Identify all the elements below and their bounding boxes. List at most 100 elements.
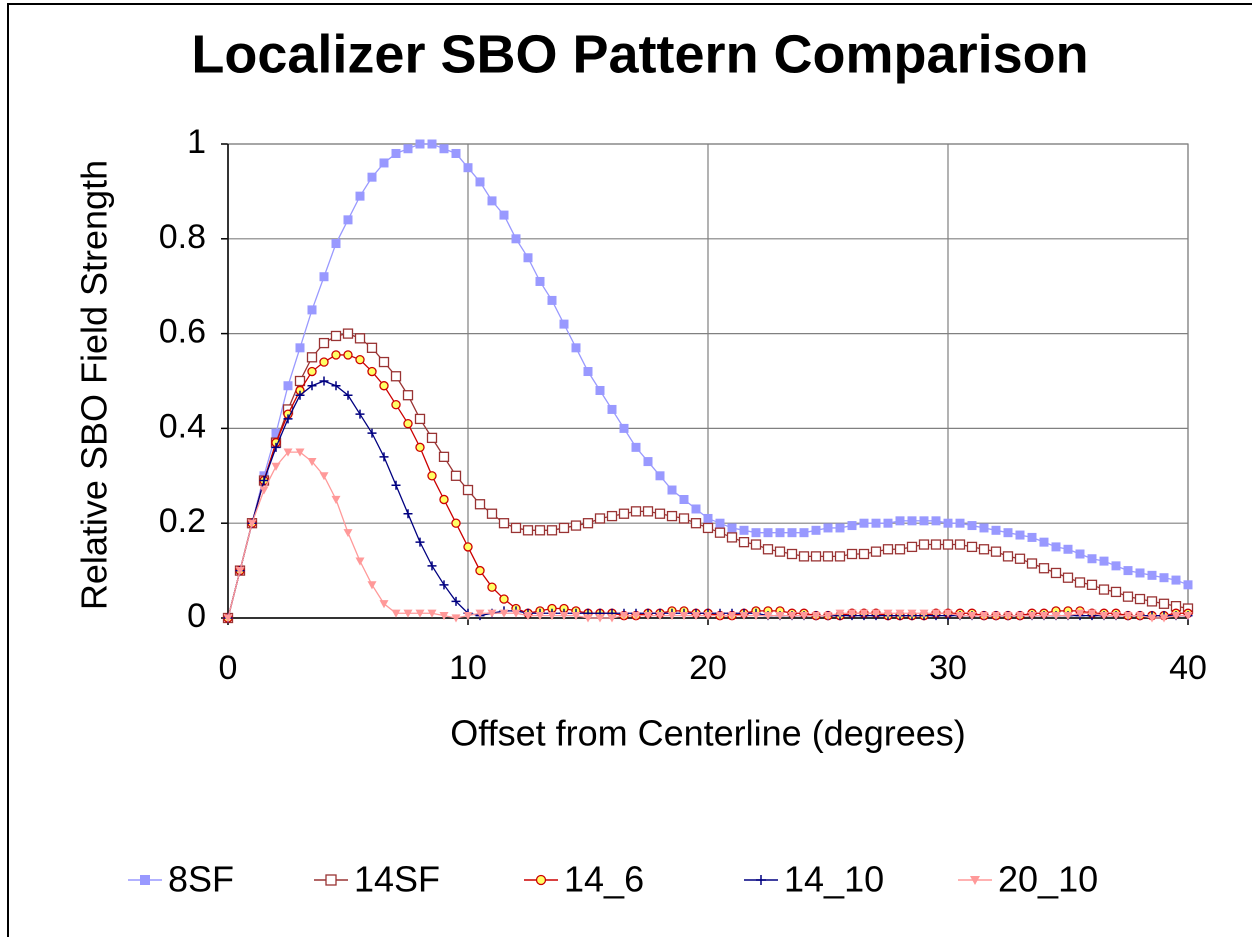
marker xyxy=(703,612,713,621)
marker xyxy=(379,381,389,391)
marker xyxy=(943,609,953,618)
marker xyxy=(1027,532,1037,542)
marker xyxy=(1099,612,1109,621)
marker xyxy=(511,609,521,618)
marker xyxy=(871,518,881,528)
marker xyxy=(811,612,821,621)
marker xyxy=(919,609,929,618)
marker xyxy=(379,600,389,609)
marker xyxy=(822,551,834,562)
marker xyxy=(726,532,738,543)
marker xyxy=(643,457,653,467)
marker xyxy=(703,513,713,523)
marker xyxy=(1147,570,1157,580)
marker xyxy=(1111,612,1121,621)
marker xyxy=(847,609,857,618)
marker xyxy=(1002,551,1014,562)
marker xyxy=(451,148,461,158)
marker xyxy=(1146,596,1158,607)
marker xyxy=(642,506,654,517)
marker xyxy=(259,486,269,495)
marker xyxy=(355,191,365,201)
marker xyxy=(727,612,737,621)
marker xyxy=(439,580,449,590)
series xyxy=(222,328,1194,624)
marker xyxy=(967,521,977,531)
marker xyxy=(870,546,882,557)
marker xyxy=(1051,542,1061,552)
marker xyxy=(559,319,569,329)
marker xyxy=(679,495,689,504)
marker xyxy=(271,462,281,471)
y-tick-label: 0.4 xyxy=(159,407,206,445)
marker xyxy=(715,612,725,621)
marker xyxy=(931,516,941,526)
marker xyxy=(678,513,690,524)
marker xyxy=(630,506,642,517)
marker xyxy=(714,527,726,538)
marker xyxy=(451,614,461,623)
marker xyxy=(775,528,785,538)
marker xyxy=(655,471,665,481)
legend-label: 8SF xyxy=(168,859,234,900)
marker xyxy=(1026,558,1038,569)
marker xyxy=(499,210,509,220)
legend-item: 14_10 xyxy=(744,859,884,900)
marker xyxy=(787,612,797,621)
marker xyxy=(367,428,377,438)
marker xyxy=(427,609,437,618)
marker xyxy=(438,451,450,462)
legend-marker xyxy=(325,874,337,886)
marker xyxy=(786,548,798,560)
y-axis-label: Relative SBO Field Strength xyxy=(74,160,115,610)
marker xyxy=(883,609,893,618)
marker xyxy=(859,609,869,618)
marker xyxy=(391,480,401,490)
marker xyxy=(1075,549,1085,559)
marker xyxy=(691,504,701,514)
legend-item: 8SF xyxy=(128,859,234,900)
marker xyxy=(595,614,605,623)
marker xyxy=(979,612,989,621)
marker xyxy=(379,452,389,462)
marker xyxy=(547,295,557,305)
marker xyxy=(379,158,389,168)
marker xyxy=(355,409,365,419)
marker xyxy=(1159,573,1169,583)
marker xyxy=(306,352,318,363)
x-tick-label: 20 xyxy=(689,649,727,687)
marker xyxy=(979,523,989,533)
marker xyxy=(823,612,833,621)
marker xyxy=(427,561,437,571)
marker xyxy=(666,510,678,522)
marker xyxy=(739,525,749,535)
marker xyxy=(475,565,485,576)
marker xyxy=(1135,568,1145,578)
marker xyxy=(1074,577,1086,588)
marker xyxy=(415,139,425,149)
x-axis-label: Offset from Centerline (degrees) xyxy=(450,713,966,754)
marker xyxy=(655,612,665,621)
marker xyxy=(1086,579,1098,590)
marker xyxy=(810,551,822,562)
marker xyxy=(1111,561,1121,571)
y-tick-label: 1 xyxy=(187,123,206,161)
marker xyxy=(511,234,521,244)
legend-marker xyxy=(970,876,980,885)
marker xyxy=(883,518,893,528)
marker xyxy=(354,333,366,344)
marker xyxy=(594,513,606,524)
marker xyxy=(846,548,858,560)
marker xyxy=(654,508,666,519)
marker xyxy=(799,612,809,621)
marker xyxy=(571,343,581,353)
marker xyxy=(1087,609,1097,618)
marker xyxy=(1027,612,1037,621)
marker xyxy=(931,609,941,618)
marker xyxy=(319,376,329,386)
marker xyxy=(1123,612,1133,621)
marker xyxy=(907,609,917,618)
legend-marker xyxy=(535,874,547,886)
x-tick-label: 0 xyxy=(219,649,238,687)
marker xyxy=(823,523,833,533)
